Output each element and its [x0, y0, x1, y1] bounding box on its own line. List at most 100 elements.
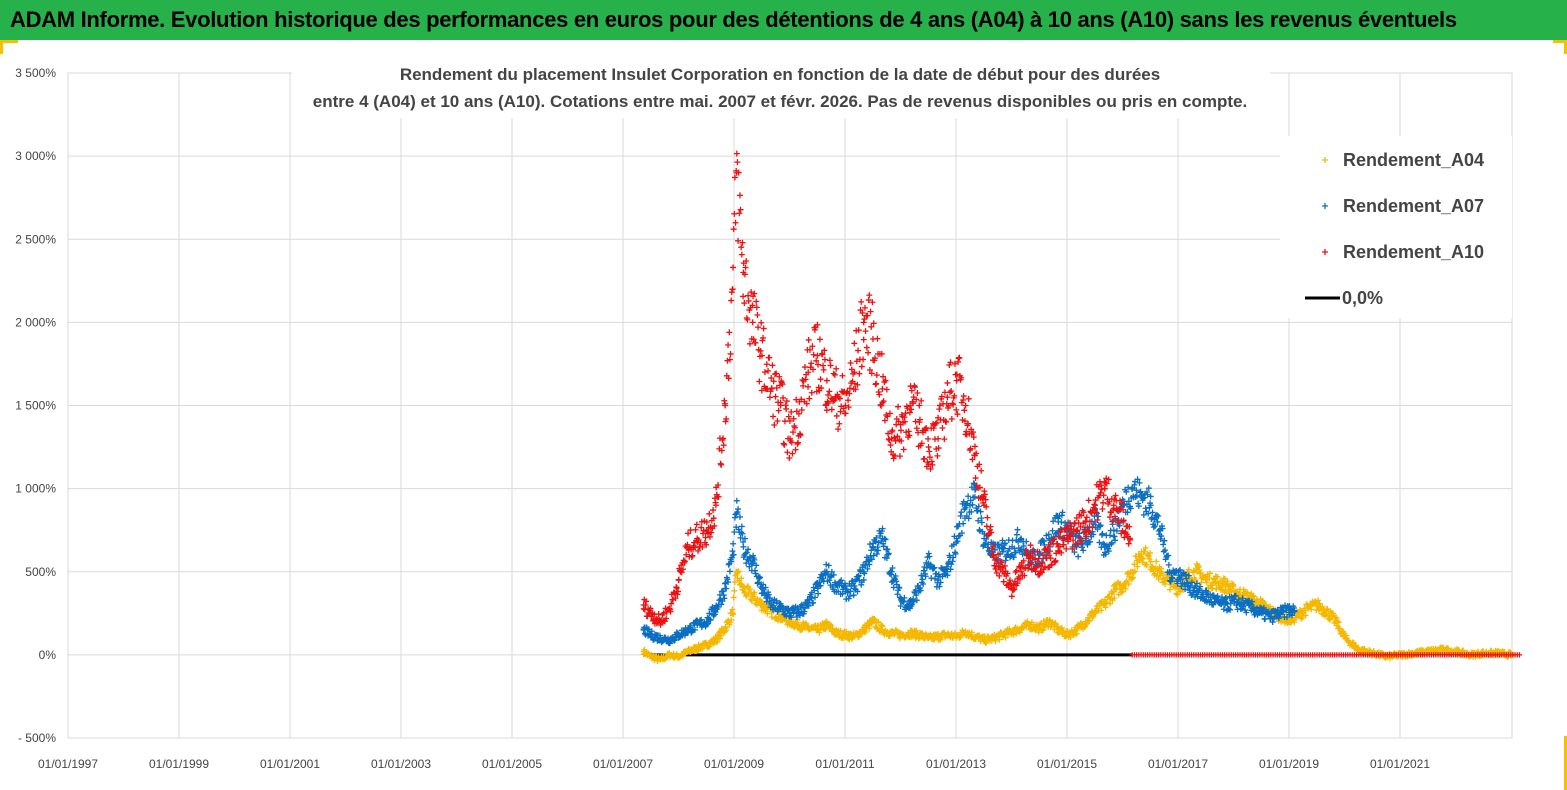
data-point [760, 334, 767, 341]
data-point [1128, 575, 1135, 582]
data-point [738, 575, 745, 582]
data-point [1138, 548, 1145, 555]
data-point [801, 364, 808, 371]
data-point [945, 402, 952, 409]
data-point [744, 316, 751, 323]
data-point [823, 621, 830, 628]
data-point [1145, 485, 1152, 492]
data-point [971, 493, 978, 500]
data-point [825, 391, 832, 398]
data-point [1064, 631, 1071, 638]
data-point [1047, 555, 1054, 562]
data-point [1010, 554, 1017, 561]
data-point [771, 422, 778, 429]
data-point [751, 290, 758, 297]
data-point [739, 530, 746, 537]
data-point [956, 354, 963, 361]
data-point [1080, 509, 1087, 516]
data-point [965, 515, 972, 522]
data-point [1184, 580, 1191, 587]
data-point [1112, 492, 1119, 499]
data-point [910, 598, 917, 605]
legend-label: Rendement_A10 [1343, 242, 1484, 262]
data-point [1182, 586, 1189, 593]
data-point [814, 626, 821, 633]
data-point [1286, 606, 1293, 613]
data-point [853, 358, 860, 365]
data-point [712, 636, 719, 643]
data-point [895, 403, 902, 410]
data-point [1335, 619, 1342, 626]
data-point [1027, 552, 1034, 559]
data-point [922, 573, 929, 580]
data-point [1036, 625, 1043, 632]
x-tick-label: 01/01/2013 [926, 757, 986, 771]
data-point [842, 588, 849, 595]
data-point [866, 625, 873, 632]
data-point [920, 580, 927, 587]
data-point [666, 605, 673, 612]
data-point [1112, 537, 1119, 544]
data-point [722, 625, 729, 632]
data-point [1040, 627, 1047, 634]
data-point [1115, 517, 1122, 524]
data-point [981, 636, 988, 643]
data-point [1275, 615, 1282, 622]
data-point [913, 627, 920, 634]
data-point [1004, 570, 1011, 577]
data-point [720, 435, 727, 442]
data-point [1283, 614, 1290, 621]
data-point [1152, 523, 1159, 530]
data-point [873, 372, 880, 379]
data-point [715, 482, 722, 489]
data-point [970, 429, 977, 436]
data-point [878, 402, 885, 409]
data-point [730, 264, 737, 271]
data-point [768, 614, 775, 621]
data-point [988, 529, 995, 536]
data-point [675, 588, 682, 595]
data-point [1439, 646, 1446, 653]
data-point [740, 543, 747, 550]
data-point [1068, 530, 1075, 537]
data-point [854, 588, 861, 595]
data-point [784, 449, 791, 456]
data-point [805, 336, 812, 343]
data-point [925, 635, 932, 642]
data-point [798, 396, 805, 403]
data-point [1028, 559, 1035, 566]
data-point [671, 636, 678, 643]
data-point [1165, 552, 1172, 559]
data-point [742, 264, 749, 271]
data-point [817, 582, 824, 589]
data-point [1155, 513, 1162, 520]
chart-title-line-2: entre 4 (A04) et 10 ans (A10). Cotations… [313, 92, 1247, 111]
legend-marker [1322, 249, 1328, 255]
data-point [1239, 595, 1246, 602]
data-point [1214, 573, 1221, 580]
data-point [753, 298, 760, 305]
data-point [865, 349, 872, 356]
data-point [730, 540, 737, 547]
data-point [722, 585, 729, 592]
data-point [838, 577, 845, 584]
data-point [918, 440, 925, 447]
data-point [710, 507, 717, 514]
data-point [1178, 583, 1185, 590]
data-point [758, 585, 765, 592]
data-point [732, 219, 739, 226]
data-point [1018, 625, 1025, 632]
data-point [1013, 567, 1020, 574]
data-point [773, 384, 780, 391]
data-point [879, 626, 886, 633]
data-point [935, 445, 942, 452]
data-point [954, 538, 961, 545]
data-point [718, 632, 725, 639]
data-point [1002, 634, 1009, 641]
data-point [990, 552, 997, 559]
data-point [753, 304, 760, 311]
data-point [710, 515, 717, 522]
data-point [1248, 598, 1255, 605]
data-point [733, 150, 740, 157]
data-point [1073, 626, 1080, 633]
